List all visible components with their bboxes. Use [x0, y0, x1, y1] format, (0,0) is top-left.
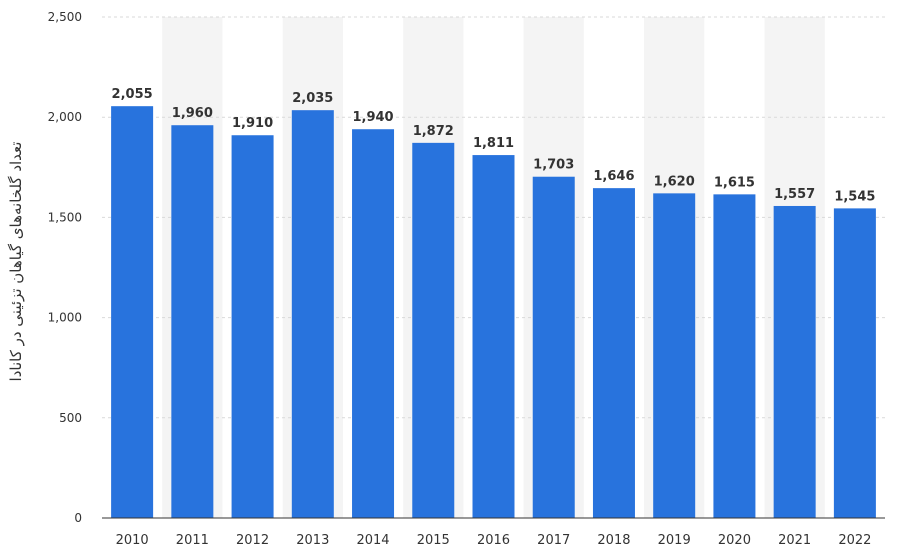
bar-value-label: 1,940	[352, 110, 393, 125]
y-tick-label: 2,500	[48, 10, 82, 24]
bar-value-label: 1,620	[654, 174, 695, 189]
bar	[291, 110, 334, 518]
bar	[532, 176, 575, 518]
bar	[833, 208, 876, 518]
x-tick-label: 2018	[597, 533, 630, 548]
x-tick-label: 2020	[718, 533, 751, 548]
x-tick-label: 2016	[477, 533, 510, 548]
y-axis-label: تعداد گلخانه‌های گیاهان تزئینی در کانادا	[7, 142, 25, 382]
bar-value-label: 1,703	[533, 158, 574, 173]
bar	[231, 135, 274, 518]
x-tick-label: 2015	[417, 533, 450, 548]
x-tick-label: 2021	[778, 533, 811, 548]
x-tick-label: 2022	[838, 533, 871, 548]
y-tick-label: 2,000	[48, 110, 82, 124]
bar-value-label: 1,545	[834, 189, 875, 204]
x-tick-label: 2013	[296, 533, 329, 548]
y-tick-label: 0	[74, 511, 82, 525]
data-labels: 2,055 1,960 1,910 2,035 1,940 1,872 1,811 1,703…	[112, 87, 876, 204]
bar	[653, 193, 696, 519]
bar-value-label: 2,035	[292, 91, 333, 106]
bar-value-label: 1,557	[774, 187, 815, 202]
bars	[111, 106, 876, 519]
x-tick-label: 2017	[537, 533, 570, 548]
bar-value-label: 1,910	[232, 116, 273, 131]
bar-value-label: 1,811	[473, 136, 514, 151]
bar	[111, 106, 154, 518]
y-tick-label: 1,500	[48, 210, 82, 224]
bar-value-label: 1,872	[413, 124, 454, 139]
x-tick-label: 2014	[356, 533, 389, 548]
x-tick-label: 2012	[236, 533, 269, 548]
bar	[773, 205, 816, 518]
bar	[592, 188, 635, 518]
x-axis-ticks: 2010 2011 2012 2013 2014 2015 2016 2017 2018 2019…	[116, 533, 872, 548]
bar-value-label: 1,960	[172, 106, 213, 121]
y-tick-label: 1,000	[48, 311, 82, 325]
x-tick-label: 2010	[116, 533, 149, 548]
x-tick-label: 2019	[658, 533, 691, 548]
bar	[171, 125, 214, 518]
bar-value-label: 1,646	[593, 169, 634, 184]
y-axis-ticks: 0 500 1,000 1,500 2,000 2,500	[48, 10, 82, 525]
bar	[352, 129, 395, 518]
bar-value-label: 1,615	[714, 175, 755, 190]
y-tick-label: 500	[59, 411, 82, 425]
x-tick-label: 2011	[176, 533, 209, 548]
bar	[412, 142, 455, 518]
bar	[472, 155, 515, 518]
bar	[713, 194, 756, 518]
bar-value-label: 2,055	[112, 87, 153, 102]
